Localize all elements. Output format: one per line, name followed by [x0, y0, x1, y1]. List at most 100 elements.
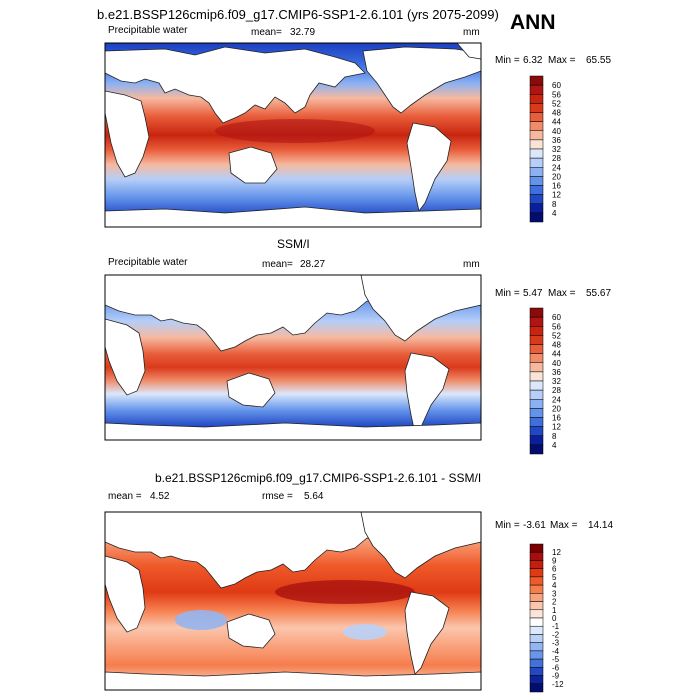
colorbar-swatch	[529, 344, 544, 354]
panel3-rmse-value: 5.64	[304, 491, 324, 502]
panel2-mean-label: mean=	[262, 259, 293, 270]
colorbar-swatch	[529, 601, 544, 611]
colorbar-swatch	[529, 326, 544, 336]
panel2-title: SSM/I	[277, 237, 310, 251]
panel1-mean-value: 32.79	[290, 27, 316, 38]
colorbar-swatch	[529, 203, 544, 214]
map-frame	[104, 511, 482, 691]
landmass-antarctica	[104, 671, 482, 691]
colorbar-tick-label: 4	[552, 209, 557, 218]
land-mask	[104, 42, 482, 228]
colorbar-tick-label: 5	[552, 573, 557, 582]
colorbar-swatch	[529, 335, 544, 345]
colorbar-tick-label: 56	[552, 90, 561, 99]
landmass-australia	[226, 613, 276, 649]
colorbar-tick-label: 36	[552, 136, 561, 145]
colorbar-swatch	[529, 417, 544, 427]
colorbar-tick-label: 16	[552, 182, 561, 191]
land-mask	[104, 511, 482, 691]
colorbar-tick-label: 40	[552, 359, 561, 368]
colorbar-tick-label: -6	[552, 663, 560, 672]
colorbar-swatch	[529, 84, 544, 95]
colorbar-tick-label: 48	[552, 109, 561, 118]
panel3-max-value: 14.14	[588, 520, 614, 531]
colorbar-tick-label: 4	[552, 581, 557, 590]
landmass-africa	[104, 318, 146, 396]
panel3-min-value: -3.61	[523, 520, 546, 531]
colorbar-tick-label: 40	[552, 127, 561, 136]
panel2-max-value: 55.67	[586, 288, 612, 299]
colorbar-swatch	[529, 642, 544, 652]
colorbar-tick-label: 48	[552, 341, 561, 350]
map-panel-1	[104, 42, 482, 228]
panel1-max-value: 65.55	[586, 55, 612, 66]
colorbar-tick-label: 32	[552, 377, 561, 386]
panel3-max-label: Max =	[550, 520, 578, 531]
colorbar-swatch	[529, 103, 544, 113]
colorbar-swatch	[529, 362, 544, 373]
colorbar-tick-label: 12	[552, 191, 561, 200]
map-panel-3	[104, 511, 482, 691]
colorbar-tick-label: 3	[552, 589, 557, 598]
landmass-south-america	[404, 591, 450, 675]
colorbar-swatch	[529, 212, 544, 223]
landmass-australia	[228, 146, 278, 184]
panel2-max-label: Max =	[548, 288, 576, 299]
colorbar-tick-label: 44	[552, 350, 561, 359]
colorbar-swatch	[529, 408, 544, 418]
colorbar-swatch	[529, 399, 544, 409]
colorbar-tick-label: -1	[552, 622, 560, 631]
landmass-south-america	[406, 122, 452, 212]
colorbar-swatch	[529, 584, 544, 594]
colorbar-swatch	[529, 148, 544, 159]
colorbar-swatch	[529, 650, 544, 660]
map-panel-2	[104, 274, 482, 441]
panel2-min-label: Min =	[495, 288, 520, 299]
colorbar-tick-label: 24	[552, 163, 561, 172]
panel1-max-label: Max =	[548, 55, 576, 66]
colorbar-swatch	[529, 543, 544, 553]
colorbar-tick-label: 4	[552, 441, 557, 450]
colorbar-swatch	[529, 435, 544, 446]
colorbar-swatch	[529, 667, 544, 676]
colorbar-swatch	[529, 121, 544, 132]
colorbar-tick-label: 28	[552, 154, 561, 163]
negative-anomaly-west	[175, 610, 227, 630]
map-frame	[104, 274, 482, 441]
colorbar-tick-label: 12	[552, 548, 561, 557]
colorbar-swatch	[529, 658, 544, 668]
panel1-min-label: Min =	[495, 55, 520, 66]
colorbar-tick-label: -4	[552, 647, 560, 656]
colorbar-tick-label: 6	[552, 565, 557, 574]
colorbar-swatch	[529, 194, 544, 205]
panel3-min-label: Min =	[495, 520, 520, 531]
colorbar-tick-label: 20	[552, 404, 561, 413]
warm-pool	[215, 119, 375, 143]
panel3-title: b.e21.BSSP126cmip6.f09_g17.CMIP6-SSP1-2.…	[155, 471, 482, 485]
colorbar-swatch	[529, 560, 544, 569]
colorbar-swatch	[529, 380, 544, 391]
panel2-min-value: 5.47	[523, 288, 543, 299]
panel1-variable: Precipitable water	[108, 25, 188, 36]
panel1-min-value: 6.32	[523, 55, 543, 66]
colorbar-tick-label: -9	[552, 672, 560, 681]
colorbar-tick-label: 2	[552, 598, 557, 607]
panel1-units: mm	[463, 27, 480, 38]
negative-anomaly-central	[343, 624, 387, 640]
colorbar-swatch	[529, 130, 544, 141]
panel1-mean-label: mean=	[251, 27, 282, 38]
colorbar-tick-label: 60	[552, 313, 561, 322]
panel2-units: mm	[463, 259, 480, 270]
colorbar-tick-label: 12	[552, 423, 561, 432]
colorbar-swatch	[529, 307, 544, 318]
colorbar-tick-label: 20	[552, 172, 561, 181]
panel3-rmse-label: rmse =	[262, 491, 293, 502]
colorbar-swatch	[529, 593, 544, 602]
colorbar-tick-label: 52	[552, 331, 561, 340]
colorbar-tick-label: 32	[552, 145, 561, 154]
figure-title: b.e21.BSSP126cmip6.f09_g17.CMIP6-SSP1-2.…	[97, 7, 499, 22]
colorbar-tick-label: -2	[552, 630, 560, 639]
colorbar-swatch	[529, 94, 544, 104]
colorbar-swatch	[529, 371, 544, 382]
